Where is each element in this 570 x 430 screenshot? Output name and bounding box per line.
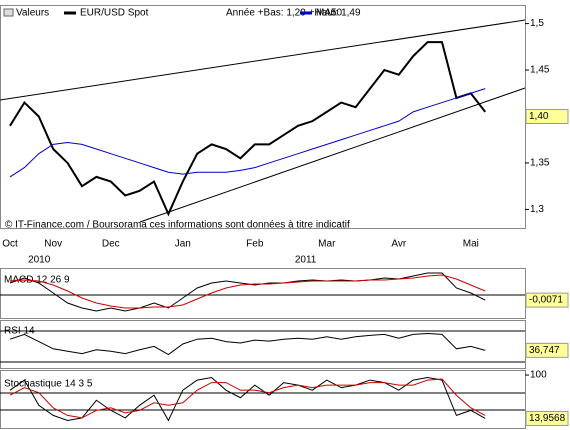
last-value-box	[525, 292, 569, 308]
panel-title: MACD 12 26 9	[4, 275, 70, 286]
x-group-label: 2011	[295, 255, 317, 266]
x-tick-label: Feb	[246, 239, 264, 250]
last-value-label: -0,0071	[529, 295, 563, 306]
last-value-box	[525, 410, 569, 426]
series-line	[9, 41, 486, 217]
y-tick-label: 1,35	[530, 158, 550, 169]
last-value-label: 13,9568	[529, 413, 566, 424]
last-value-label: 36,747	[529, 345, 560, 356]
series-line	[9, 332, 486, 356]
legend-label: MA50	[316, 8, 343, 19]
panel-title: RSI 14	[4, 326, 35, 337]
last-value-box	[525, 342, 569, 358]
series-line	[9, 274, 486, 309]
x-tick-label: Jan	[175, 239, 191, 250]
x-tick-label: Nov	[44, 239, 62, 250]
price-panel	[0, 5, 526, 229]
last-value-box	[525, 109, 569, 124]
legend-title: Valeurs	[16, 8, 49, 19]
macd-panel	[0, 268, 526, 319]
range-note: Année +Bas: 1,29 +Haut: 1,49	[226, 8, 361, 19]
panel-title: Stochastique 14 3 5	[4, 379, 93, 390]
x-tick-label: Mai	[463, 239, 479, 250]
legend-icon	[3, 8, 14, 17]
y-tick-label: 1,3	[530, 204, 544, 215]
series-line	[9, 378, 486, 419]
legend-label: EUR/USD Spot	[80, 8, 149, 19]
rsi-panel	[0, 320, 526, 369]
x-tick-label: Dec	[102, 239, 120, 250]
x-group-label: 2010	[28, 255, 51, 266]
source-note: © IT-Finance.com / Boursorama ces inform…	[5, 220, 350, 231]
x-tick-label: Oct	[2, 239, 18, 250]
x-tick-label: Avr	[391, 239, 406, 250]
stoch-panel	[0, 370, 526, 429]
trendline	[0, 19, 526, 101]
x-tick-label: Mar	[318, 239, 336, 250]
y-tick-label: 1,5	[530, 18, 544, 29]
series-line	[9, 88, 486, 178]
trendline	[139, 87, 526, 223]
y-tick-label: 100	[530, 370, 547, 381]
y-tick-label: 1,45	[530, 65, 550, 76]
last-value-label: 1,40	[529, 111, 549, 122]
